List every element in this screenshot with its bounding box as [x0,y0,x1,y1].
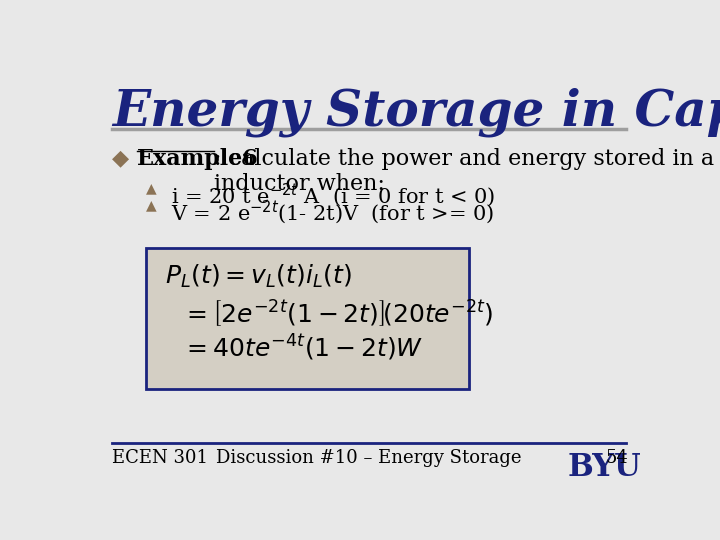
Text: Discussion #10 – Energy Storage: Discussion #10 – Energy Storage [216,449,522,468]
Text: Energy Storage in Capacitors: Energy Storage in Capacitors [112,87,720,137]
Text: : calculate the power and energy stored in a 0.1-H
inductor when:: : calculate the power and energy stored … [214,148,720,195]
Text: Example6: Example6 [138,148,259,170]
Text: 54: 54 [606,449,629,468]
Text: ◆: ◆ [112,148,130,168]
FancyBboxPatch shape [145,248,469,389]
Text: BYU: BYU [567,453,641,483]
Text: V = 2 e$^{-2t}$(1- 2t)V  (for t >= 0): V = 2 e$^{-2t}$(1- 2t)V (for t >= 0) [171,199,494,226]
Text: $= 40te^{-4t}(1-2t)W$: $= 40te^{-4t}(1-2t)W$ [182,333,423,363]
Text: ECEN 301: ECEN 301 [112,449,208,468]
Text: ▲: ▲ [145,181,156,195]
Text: $P_L(t) = v_L(t)i_L(t)$: $P_L(t) = v_L(t)i_L(t)$ [166,262,352,289]
Text: ▲: ▲ [145,199,156,213]
Text: i = 20 t e$^{-2t}$ A  (i = 0 for t < 0): i = 20 t e$^{-2t}$ A (i = 0 for t < 0) [171,181,495,209]
Text: $= \left[2e^{-2t}(1-2t)\right]\!\left(20te^{-2t}\right)$: $= \left[2e^{-2t}(1-2t)\right]\!\left(20… [182,298,493,328]
